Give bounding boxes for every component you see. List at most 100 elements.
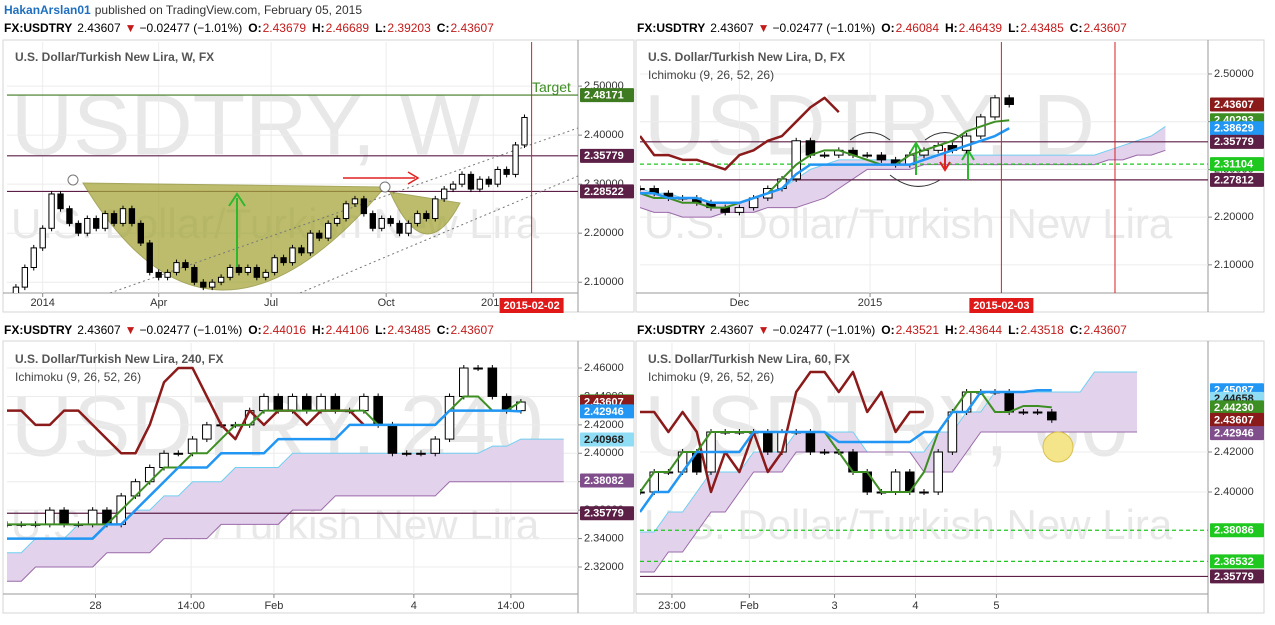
info-item: 2.43607	[710, 323, 754, 337]
info-item: H:	[945, 323, 958, 337]
price-label: 2.35779	[1214, 136, 1254, 148]
date-label-box	[499, 298, 564, 313]
highlight	[1042, 431, 1074, 463]
candle-body	[432, 198, 439, 219]
study-label: Ichimoku (9, 26, 52, 26)	[648, 68, 774, 82]
candle-body	[396, 222, 403, 234]
info-item: 2.39203	[387, 21, 431, 35]
candle-body	[876, 154, 887, 161]
indicator-line	[640, 370, 924, 494]
candle-body	[791, 140, 801, 180]
indicator-line	[640, 391, 1052, 493]
candle-body	[316, 395, 326, 412]
indicator-line	[640, 389, 1052, 513]
price-label-box	[1210, 121, 1264, 136]
price-label: 2.35779	[584, 508, 624, 520]
price-label: 2.48171	[584, 89, 624, 101]
panel-frame	[2, 39, 635, 313]
candle-body	[933, 451, 943, 493]
candle-body	[301, 395, 312, 412]
watermark-sub: U.S. Dollar/Turkish New Lira	[644, 501, 1173, 548]
y-tick-label: 2.46000	[584, 362, 624, 374]
sketch	[849, 132, 891, 141]
candle-body	[990, 97, 1000, 118]
info-item: O:	[881, 21, 894, 35]
candle-body	[110, 213, 118, 224]
price-label-box	[580, 88, 634, 103]
sketch	[924, 132, 966, 141]
y-tick-label: 2.20000	[584, 227, 624, 239]
candle-body	[259, 395, 269, 412]
candle-body	[819, 154, 830, 157]
y-tick-label: 2.40000	[584, 129, 624, 141]
candle-body	[1032, 411, 1043, 414]
candle-body	[378, 217, 385, 229]
arrow	[909, 141, 923, 175]
candle-body	[119, 208, 127, 224]
info-item: L:	[375, 21, 386, 35]
info-item: 2.43485	[1020, 21, 1064, 35]
price-label: 2.42946	[584, 406, 624, 418]
price-label-box	[580, 473, 634, 488]
candle-body	[640, 491, 645, 494]
candle-body	[280, 257, 287, 264]
price-label: 2.27812	[1214, 174, 1254, 186]
date-label: 2015-02-03	[973, 300, 1029, 312]
candle-body	[287, 395, 298, 412]
candle-body	[333, 217, 341, 224]
y-tick-label: 2.20000	[1214, 211, 1254, 223]
candle-body	[416, 452, 426, 455]
candle-body	[503, 168, 510, 175]
candle-body	[444, 395, 455, 440]
candle-body	[805, 140, 816, 156]
info-item: H:	[312, 323, 325, 337]
date-label-box	[969, 298, 1034, 313]
chart-title: U.S. Dollar/Turkish New Lira, 240, FX	[15, 352, 224, 366]
chart-title: U.S. Dollar/Turkish New Lira, 60, FX	[648, 352, 850, 366]
price-label: 2.38629	[1214, 123, 1254, 135]
arrow	[939, 148, 951, 172]
x-tick-label: 4	[912, 600, 918, 612]
candle-body	[164, 271, 171, 278]
candle-body	[39, 227, 46, 249]
price-label: 2.44230	[1214, 402, 1254, 414]
price-label: 2.38082	[584, 475, 624, 487]
info-item: 2.46689	[326, 21, 370, 35]
user-name[interactable]: HakanArslan01	[4, 3, 91, 17]
info-item: ▼	[758, 21, 770, 35]
candle-body	[351, 198, 359, 205]
y-tick-label: 2.40000	[1214, 486, 1254, 498]
info-item: 2.44106	[326, 323, 370, 337]
candle-body	[1047, 411, 1057, 421]
info-item: 2.46439	[959, 21, 1003, 35]
info-item: 2.43644	[959, 323, 1003, 337]
charts: USDTRY, WU.S. Dollar/Turkish New Lira2.1…	[2, 21, 1265, 614]
y-tick-label: 2.42000	[584, 419, 624, 431]
candle-body	[289, 247, 296, 264]
info-item: FX:USDTRY	[4, 21, 72, 35]
info-item: 2.43679	[263, 21, 307, 35]
candle-body	[21, 267, 29, 288]
candle-body	[414, 213, 421, 224]
candle-body	[467, 173, 475, 190]
price-label-box	[580, 506, 634, 521]
candle-body	[75, 222, 82, 234]
candle-body	[485, 178, 492, 185]
plot-area: USDTRY, 60U.S. Dollar/Turkish New Lira	[640, 343, 1208, 594]
candle-body	[226, 267, 234, 278]
candle-body	[342, 203, 350, 219]
price-label-box	[1210, 134, 1264, 149]
x-tick-label: Feb	[740, 600, 759, 612]
info-item: H:	[312, 21, 325, 35]
candle-body	[217, 276, 225, 283]
sketch	[889, 174, 941, 187]
info-item: ▼	[125, 21, 137, 35]
candle-body	[200, 281, 207, 288]
info-item: −0.02477 (−1.01%)	[773, 323, 876, 337]
info-item: L:	[1008, 21, 1019, 35]
candle-body	[155, 271, 162, 278]
candle-body	[330, 395, 341, 412]
info-item: 2.43521	[896, 323, 940, 337]
